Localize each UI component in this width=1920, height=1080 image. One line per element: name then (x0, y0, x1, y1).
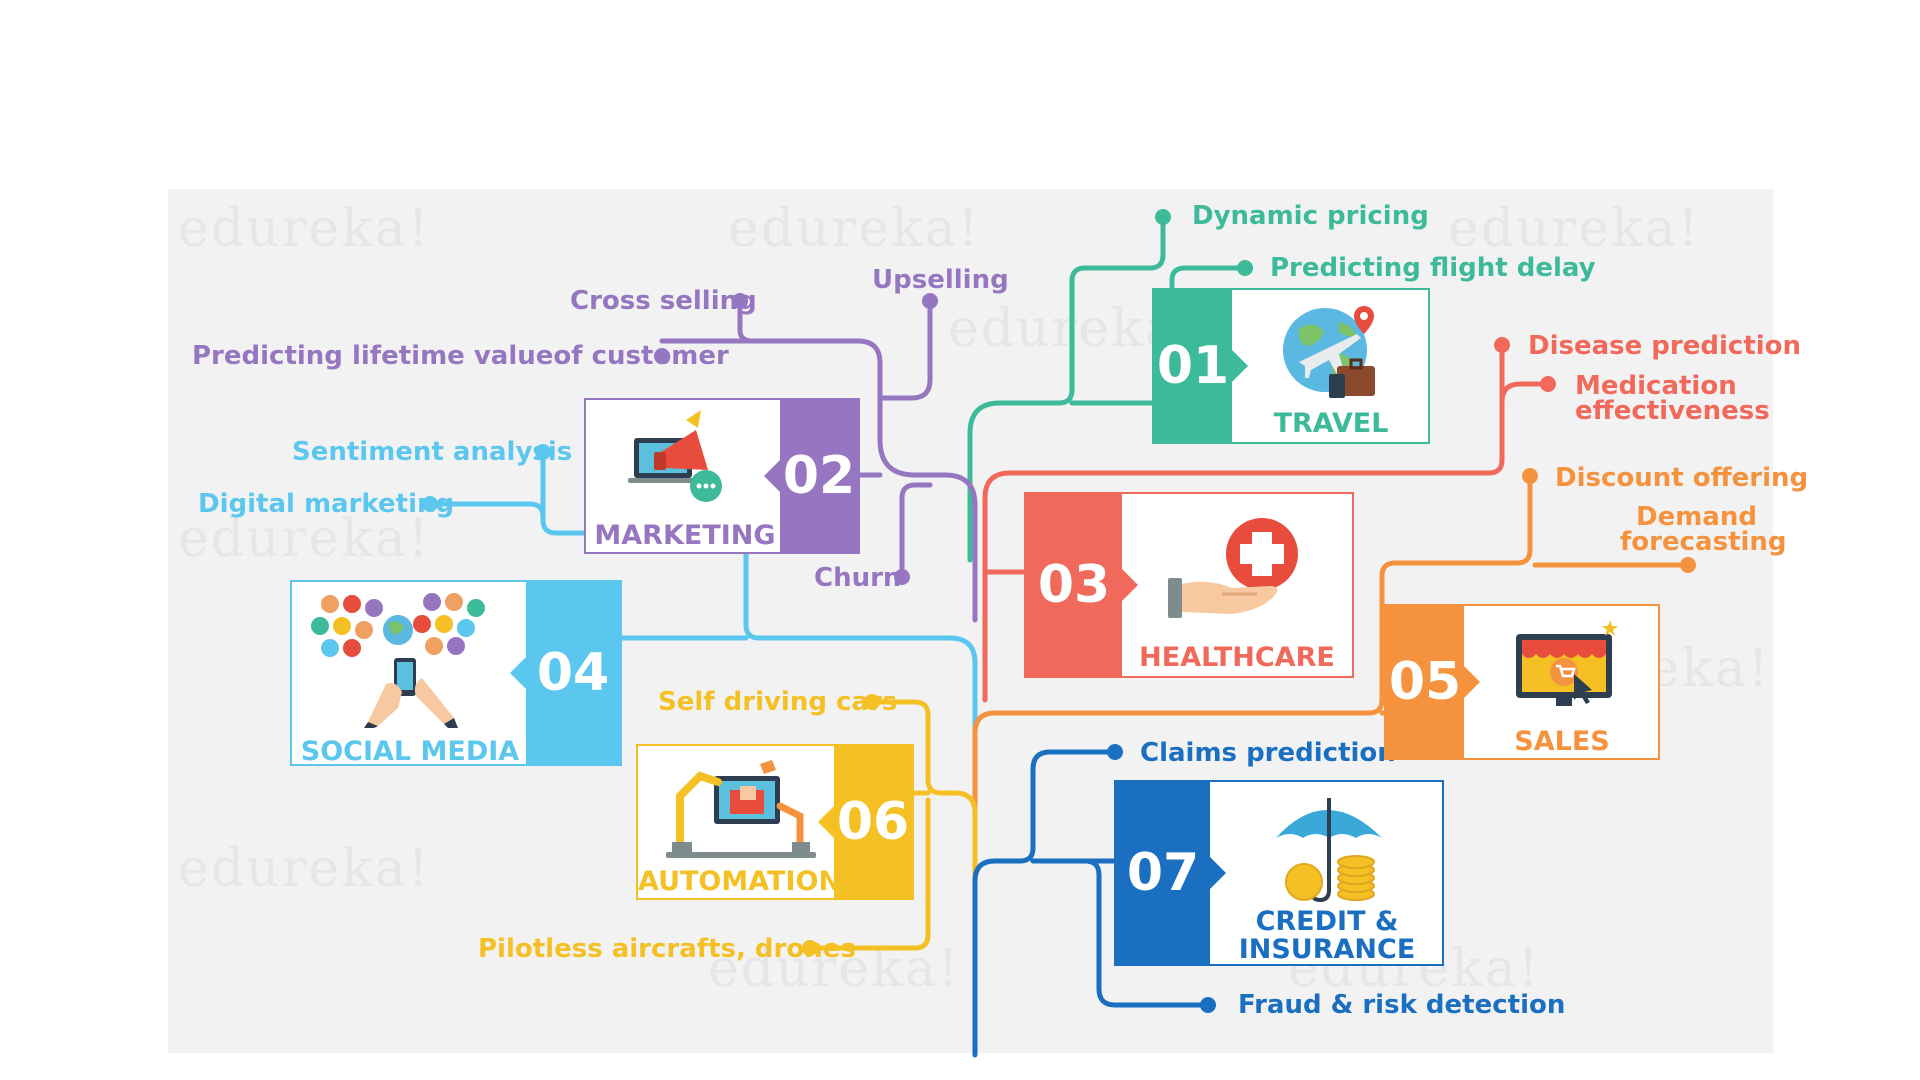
card-number-social: 04 (510, 582, 620, 764)
label-fraud-risk: Fraud & risk detection (1238, 990, 1566, 1020)
watermark: edureka! (178, 199, 431, 259)
card-number-marketing: 02 (764, 400, 858, 552)
dot-discount (1522, 468, 1538, 484)
label-medication: Medication (1575, 371, 1737, 401)
label-lifetime-value: Predicting lifetime valueof customer (192, 341, 729, 371)
label-effectiveness: effectiveness (1575, 396, 1770, 426)
card-credit-insurance: 07 CREDIT & INSURANCE (1114, 780, 1444, 966)
card-title-sales: SALES (1514, 726, 1610, 757)
credit-connectors (972, 749, 1211, 1058)
label-forecasting: forecasting (1620, 527, 1787, 557)
card-social-media: 04 SOCIAL MEDIA (290, 580, 622, 766)
dot-churn (894, 569, 910, 585)
dot-fraud (1200, 997, 1216, 1013)
watermark: edureka! (178, 839, 431, 899)
label-self-driving-cars: Self driving cars (658, 687, 898, 717)
watermark: edureka! (1448, 199, 1701, 259)
dot-upselling (922, 293, 938, 309)
card-number-healthcare: 03 (1026, 494, 1138, 676)
dot-lifetime-value (654, 348, 670, 364)
dot-medication (1540, 376, 1556, 392)
social-connectors (427, 449, 978, 763)
card-marketing: 02 MARKETING (584, 398, 860, 554)
hand-medical-cross-icon (1168, 518, 1298, 618)
card-travel: 01 TRAVEL (1152, 288, 1430, 444)
label-pilotless-aircrafts: Pilotless aircrafts, drones (478, 934, 856, 964)
label-disease-prediction: Disease prediction (1528, 331, 1802, 361)
connector-dots (422, 209, 1696, 1013)
dot-sentiment (535, 444, 551, 460)
card-sales: 05 SALES (1384, 604, 1660, 760)
dot-digital-marketing (422, 496, 438, 512)
dot-cross-selling (732, 293, 748, 309)
people-network-icon (311, 593, 485, 728)
robot-arm-icon (666, 760, 816, 858)
card-title-automation: AUTOMATION (638, 866, 842, 897)
label-sentiment-analysis: Sentiment analysis (292, 437, 573, 467)
card-title-healthcare: HEALTHCARE (1139, 642, 1335, 673)
globe-airplane-icon (1283, 306, 1375, 398)
card-title-social-media: SOCIAL MEDIA (300, 736, 520, 767)
marketing-connectors (659, 298, 978, 623)
card-number-credit: 07 (1116, 782, 1226, 964)
dot-demand (1680, 557, 1696, 573)
card-number-sales: 05 (1386, 606, 1480, 758)
label-digital-marketing: Digital marketing (198, 489, 455, 519)
dot-claims (1107, 744, 1123, 760)
label-claims-prediction: Claims prediction (1140, 738, 1396, 768)
travel-connectors (967, 214, 1248, 563)
card-automation: 06 AUTOMATION (636, 744, 914, 900)
dot-flight-delay (1237, 260, 1253, 276)
card-number-automation: 06 (818, 746, 912, 898)
label-cross-selling: Cross selling (570, 286, 757, 316)
card-number-travel: 01 (1154, 290, 1248, 442)
label-demand: Demand (1636, 502, 1757, 532)
card-title-marketing: MARKETING (594, 520, 776, 551)
dot-dynamic-pricing (1155, 209, 1171, 225)
dot-self-driving (864, 694, 880, 710)
dot-disease-prediction (1494, 337, 1510, 353)
label-upselling: Upselling (872, 265, 1009, 295)
umbrella-coins-icon (1276, 798, 1382, 903)
card-title-insurance: INSURANCE (1238, 934, 1416, 965)
watermark: edureka! (728, 199, 981, 259)
watermark: edureka! (178, 509, 431, 569)
label-predicting-flight-delay: Predicting flight delay (1270, 253, 1596, 283)
card-title-credit: CREDIT & (1255, 906, 1399, 937)
dot-pilotless (802, 940, 818, 956)
healthcare-connectors (982, 342, 1551, 703)
label-discount-offering: Discount offering (1555, 463, 1809, 493)
label-dynamic-pricing: Dynamic pricing (1192, 201, 1429, 231)
card-title-travel: TRAVEL (1273, 408, 1389, 439)
megaphone-laptop-icon (628, 410, 722, 502)
label-churn: Churn (814, 563, 902, 593)
card-healthcare: 03 HEALTHCARE (1024, 492, 1354, 678)
shop-screen-icon (1516, 620, 1618, 706)
